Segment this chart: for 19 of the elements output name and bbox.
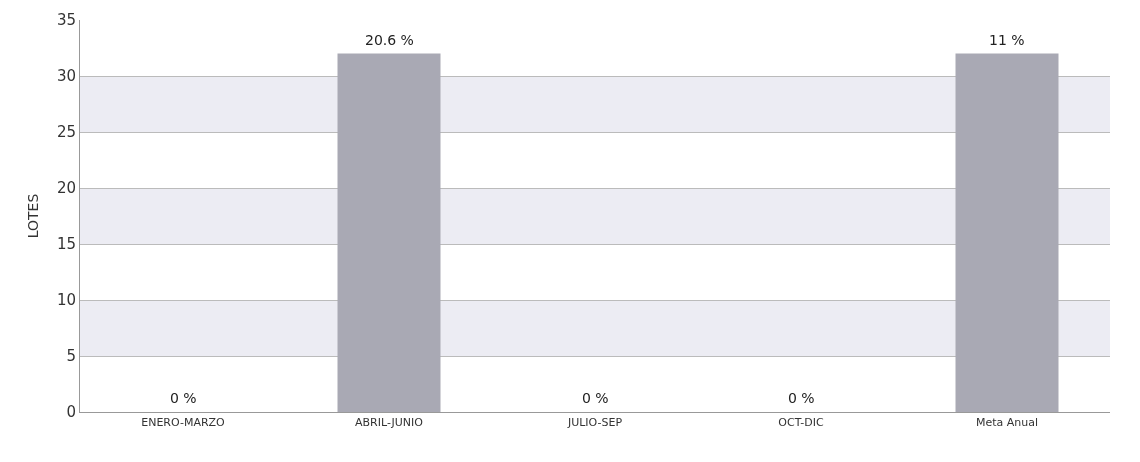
y-tick-label: 25 [56, 123, 76, 142]
annotation: 11 % [989, 32, 1025, 48]
x-tick-label: ENERO-MARZO [141, 416, 226, 430]
y-tick-label: 0 [66, 403, 76, 422]
y-tick-label: 10 [56, 291, 76, 310]
x-tick-label: ABRIL-JUNIO [355, 416, 424, 430]
annotation: 0 % [788, 390, 815, 406]
y-tick-label: 15 [56, 235, 76, 254]
y-axis-title: LOTES [24, 193, 41, 239]
annotation: 0 % [170, 390, 197, 406]
x-tick-label: JULIO-SEP [566, 416, 623, 430]
y-tick-label: 20 [56, 179, 76, 198]
x-tick-label: OCT-DIC [778, 416, 825, 430]
x-tick-label: Meta Anual [975, 416, 1039, 430]
y-tick-label: 35 [56, 11, 76, 30]
annotation: 0 % [582, 390, 609, 406]
y-tick-label: 5 [66, 347, 76, 366]
y-tick-label: 30 [56, 67, 76, 86]
annotation: 20.6 % [365, 32, 414, 48]
